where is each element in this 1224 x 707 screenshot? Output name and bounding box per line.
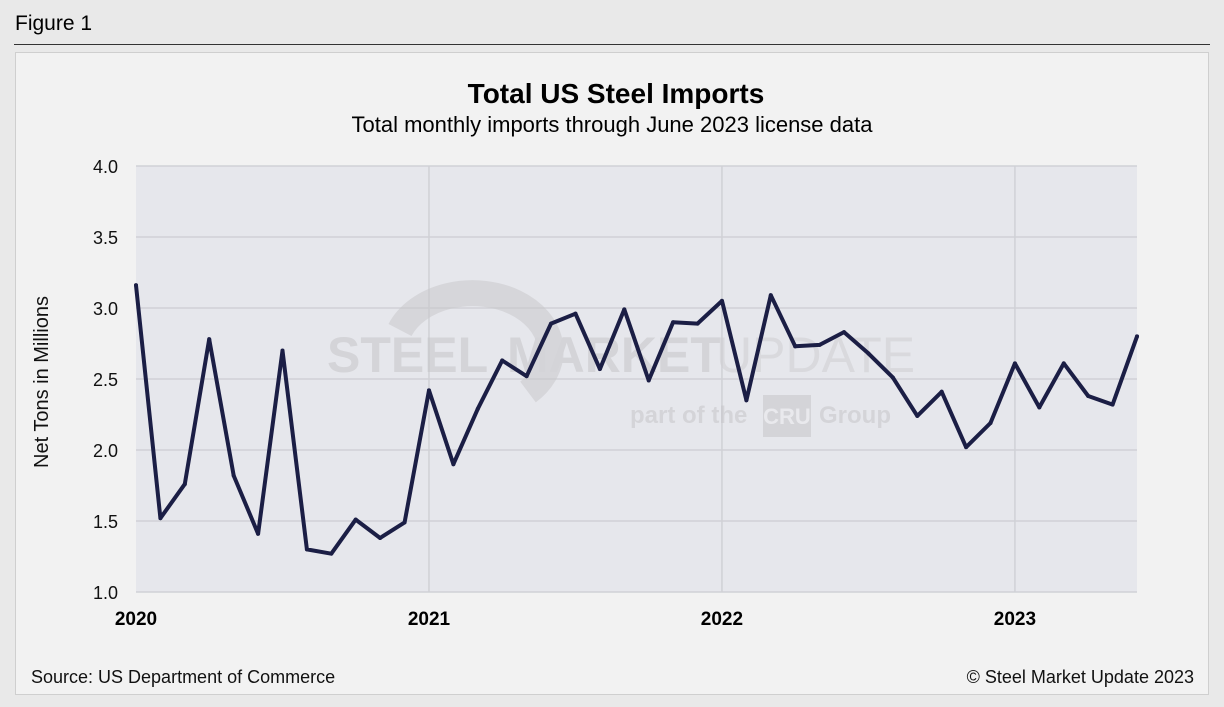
figure-label: Figure 1 [15, 12, 93, 35]
watermark-logo: CRU [763, 404, 811, 429]
data-point [158, 516, 163, 521]
data-point [182, 482, 187, 487]
data-point [207, 337, 212, 342]
data-point [939, 389, 944, 394]
data-point [573, 311, 578, 316]
data-point [329, 551, 334, 556]
data-point [890, 375, 895, 380]
data-point [622, 307, 627, 312]
x-tick-label: 2022 [701, 609, 743, 630]
data-point [426, 388, 431, 393]
data-point [842, 330, 847, 335]
watermark-tagline-pre: part of the [630, 402, 747, 429]
data-point [500, 358, 505, 363]
data-point [744, 398, 749, 403]
copyright-note: © Steel Market Update 2023 [966, 667, 1194, 687]
y-tick-label: 1.0 [93, 583, 118, 603]
data-point [280, 348, 285, 353]
data-point [402, 520, 407, 525]
data-point [597, 367, 602, 372]
data-point [378, 536, 383, 541]
data-point [304, 547, 309, 552]
y-tick-label: 3.5 [93, 228, 118, 248]
data-point [1086, 394, 1091, 399]
y-axis-ticks: 1.0 1.5 2.0 2.5 3.0 3.5 4.0 [93, 157, 118, 603]
data-point [475, 406, 480, 411]
y-tick-label: 4.0 [93, 157, 118, 177]
source-note: Source: US Department of Commerce [31, 667, 336, 687]
figure-divider [14, 44, 1210, 45]
gridlines [136, 165, 1137, 593]
data-point [988, 421, 993, 426]
data-point [1061, 361, 1066, 366]
data-point [353, 517, 358, 522]
data-point [1037, 405, 1042, 410]
data-point [719, 298, 724, 303]
data-point [1012, 361, 1017, 366]
data-point [256, 531, 261, 536]
chart-title: Total US Steel Imports [467, 78, 765, 109]
data-point [964, 445, 969, 450]
data-point [134, 283, 138, 288]
data-points [134, 283, 1139, 556]
watermark-tagline-post: Group [819, 402, 891, 429]
data-point [524, 374, 529, 379]
data-point [451, 462, 456, 467]
x-tick-label: 2020 [115, 609, 157, 630]
data-point [1110, 402, 1115, 407]
data-point [549, 321, 554, 326]
data-point [817, 342, 822, 347]
data-point [1135, 334, 1139, 339]
data-point [768, 293, 773, 298]
y-tick-label: 3.0 [93, 299, 118, 319]
x-tick-label: 2021 [408, 609, 451, 630]
y-tick-label: 2.0 [93, 441, 118, 461]
data-point [866, 351, 871, 356]
watermark-brand-steel: STEEL [327, 327, 488, 383]
watermark-swoosh-icon [388, 280, 564, 403]
chart-subtitle: Total monthly imports through June 2023 … [351, 112, 873, 137]
series-line [134, 283, 1139, 556]
data-point [793, 344, 798, 349]
watermark-cru-logo-icon [763, 395, 811, 437]
y-axis-label: Net Tons in Millions [31, 296, 53, 468]
y-tick-label: 1.5 [93, 512, 118, 532]
data-point [231, 473, 236, 478]
data-point [695, 321, 700, 326]
data-point [915, 413, 920, 418]
data-point [646, 378, 651, 383]
data-point [671, 320, 676, 325]
watermark-brand-update: UPDATE [716, 327, 915, 383]
y-tick-label: 2.5 [93, 370, 118, 390]
x-tick-label: 2023 [994, 609, 1036, 630]
x-axis-ticks: 2020 2021 2022 2023 [115, 609, 1036, 630]
